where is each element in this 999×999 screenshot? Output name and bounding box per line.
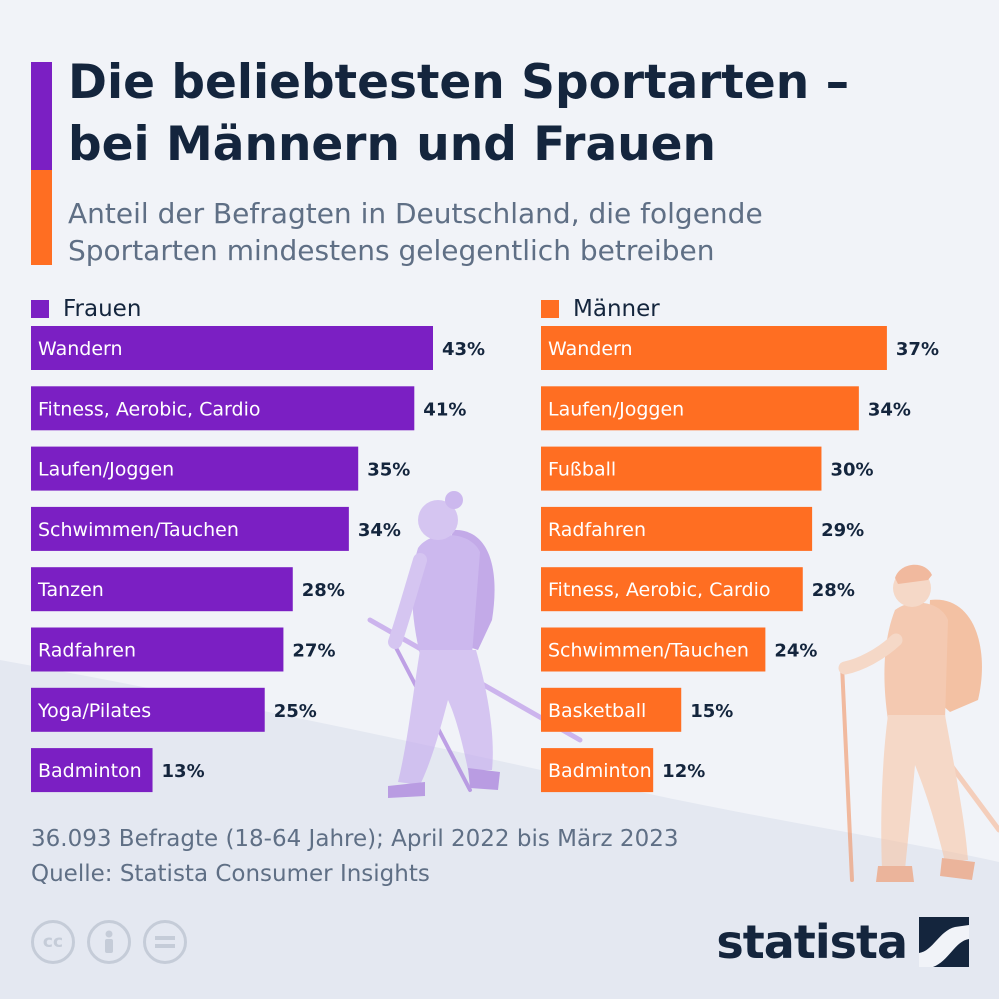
cc-icon[interactable]: cc [31,920,75,964]
legend-swatch-women [31,300,49,318]
men-bar-laufen-joggen [541,386,859,431]
women-category-label: Radfahren [38,640,136,662]
subtitle-line-2: Sportarten mindestens gelegentlich betre… [68,234,715,267]
women-bar-badminton [31,748,153,793]
men-value-label: 34% [868,399,911,420]
accent-bar-purple [31,62,52,170]
title-line-1: Die beliebtesten Sportarten – [68,55,850,110]
women-value-label: 13% [162,761,205,782]
women-bar-yoga-pilates [31,687,265,732]
chart-women: Wandern 43% Fitness, Aerobic, Cardio 41% Lau… [31,326,485,793]
women-category-label: Yoga/Pilates [37,700,151,722]
women-category-label: Wandern [38,338,123,360]
men-bar-fitness-aerobic-cardio [541,567,803,612]
men-value-label: 24% [774,641,817,662]
men-value-label: 30% [830,460,873,481]
legend-women: Frauen [31,294,141,324]
women-category-label: Fitness, Aerobic, Cardio [38,398,260,420]
footnote: 36.093 Befragte (18-64 Jahre); April 202… [31,822,678,892]
women-category-label: Schwimmen/Tauchen [38,519,239,541]
women-bar-laufen-joggen [31,446,359,491]
men-bar-badminton [541,748,654,793]
women-value-label: 43% [442,339,485,360]
license-icons: cc [31,920,187,964]
men-category-label: Basketball [548,700,646,722]
hiker-woman-illustration [367,491,583,798]
men-bar-schwimmen-tauchen [541,627,766,672]
men-category-label: Fitness, Aerobic, Cardio [548,579,770,601]
legend-swatch-men [541,300,559,318]
legend-label-men: Männer [573,296,660,322]
men-value-label: 37% [896,339,939,360]
women-value-label: 27% [292,641,335,662]
women-value-label: 34% [358,520,401,541]
women-value-label: 41% [423,399,466,420]
statista-logo-icon [919,917,969,967]
page-title: Die beliebtesten Sportarten – bei Männer… [68,52,968,176]
men-value-label: 15% [690,701,733,722]
men-category-label: Badminton [548,760,652,782]
women-category-label: Laufen/Joggen [38,459,174,481]
brand-name: statista [716,915,908,969]
men-category-label: Fußball [548,459,616,481]
nd-equals-icon[interactable] [143,920,187,964]
women-value-label: 28% [302,580,345,601]
women-category-label: Tanzen [37,579,104,601]
chart-men: Wandern 37% Laufen/Joggen 34% Fußball 30% Radf… [541,326,939,793]
men-bar-wandern [541,326,887,370]
women-value-label: 25% [274,701,317,722]
men-value-label: 29% [821,520,864,541]
legend-men: Männer [541,294,660,324]
footnote-sample: 36.093 Befragte (18-64 Jahre); April 202… [31,826,679,852]
legend-label-women: Frauen [63,296,142,322]
footnote-source: Quelle: Statista Consumer Insights [31,861,430,887]
women-bar-tanzen [31,567,293,612]
men-category-label: Schwimmen/Tauchen [548,640,749,662]
men-category-label: Wandern [548,338,633,360]
by-person-icon[interactable] [87,920,131,964]
women-value-label: 35% [367,460,410,481]
hiker-man-illustration [838,564,999,882]
statista-brand[interactable]: statista [716,915,969,969]
men-bar-basketball [541,687,682,732]
women-bar-wandern [31,326,433,370]
men-value-label: 12% [662,761,705,782]
accent-bar-orange [31,170,52,265]
men-bar-radfahren [541,506,813,551]
women-bar-radfahren [31,627,284,672]
men-category-label: Radfahren [548,519,646,541]
women-bar-fitness-aerobic-cardio [31,386,415,431]
title-line-2: bei Männern und Frauen [68,117,716,172]
women-bar-schwimmen-tauchen [31,506,349,551]
page-subtitle: Anteil der Befragten in Deutschland, die… [68,195,968,269]
women-category-label: Badminton [38,760,142,782]
men-category-label: Laufen/Joggen [548,398,684,420]
subtitle-line-1: Anteil der Befragten in Deutschland, die… [68,197,763,230]
men-value-label: 28% [812,580,855,601]
men-bar-fussball [541,446,822,491]
